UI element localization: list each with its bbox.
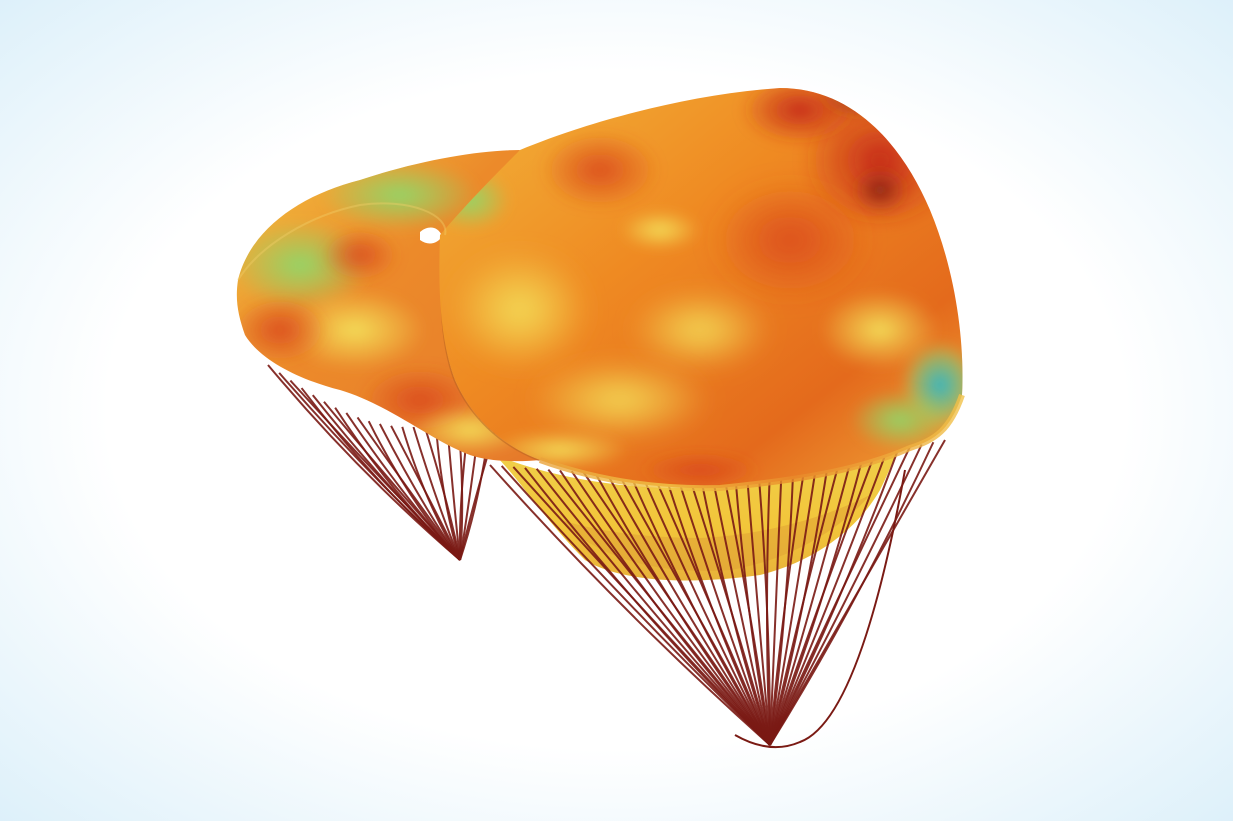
chordae-tendineae (267, 364, 946, 749)
chordae-right-tip (734, 469, 906, 749)
chordae-right-fan (489, 439, 946, 746)
posterior-leaflet (439, 88, 965, 492)
